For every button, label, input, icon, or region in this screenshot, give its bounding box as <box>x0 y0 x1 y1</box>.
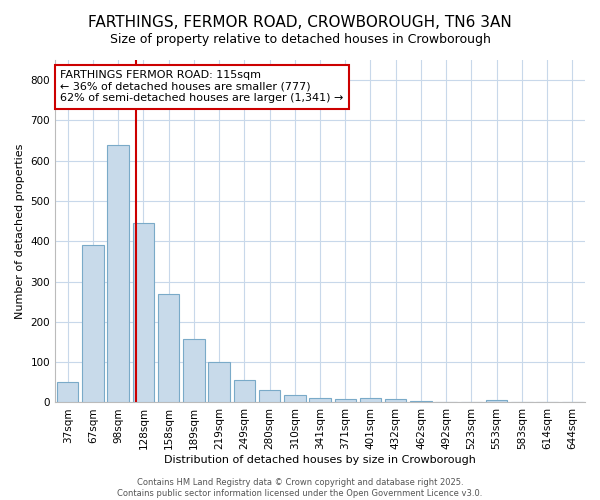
Bar <box>486 400 508 402</box>
Bar <box>284 395 305 402</box>
Bar <box>133 223 154 402</box>
Bar <box>158 294 179 403</box>
Bar <box>208 362 230 403</box>
Bar <box>309 398 331 402</box>
Y-axis label: Number of detached properties: Number of detached properties <box>15 144 25 319</box>
Text: Size of property relative to detached houses in Crowborough: Size of property relative to detached ho… <box>110 32 490 46</box>
Bar <box>183 339 205 402</box>
Bar <box>410 401 431 402</box>
Bar <box>233 380 255 402</box>
Bar <box>107 146 129 402</box>
Bar <box>82 246 104 402</box>
Text: Contains HM Land Registry data © Crown copyright and database right 2025.
Contai: Contains HM Land Registry data © Crown c… <box>118 478 482 498</box>
Bar <box>57 382 79 402</box>
Bar <box>385 399 406 402</box>
X-axis label: Distribution of detached houses by size in Crowborough: Distribution of detached houses by size … <box>164 455 476 465</box>
Text: FARTHINGS FERMOR ROAD: 115sqm
← 36% of detached houses are smaller (777)
62% of : FARTHINGS FERMOR ROAD: 115sqm ← 36% of d… <box>61 70 344 104</box>
Bar <box>360 398 381 402</box>
Text: FARTHINGS, FERMOR ROAD, CROWBOROUGH, TN6 3AN: FARTHINGS, FERMOR ROAD, CROWBOROUGH, TN6… <box>88 15 512 30</box>
Bar <box>335 399 356 402</box>
Bar <box>259 390 280 402</box>
